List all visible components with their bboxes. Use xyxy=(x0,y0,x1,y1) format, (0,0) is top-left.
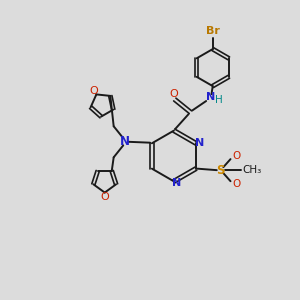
Text: Br: Br xyxy=(206,26,220,36)
Text: N: N xyxy=(195,138,204,148)
Text: N: N xyxy=(120,135,130,148)
Text: O: O xyxy=(232,151,241,161)
Text: O: O xyxy=(100,192,109,202)
Text: CH₃: CH₃ xyxy=(243,165,262,175)
Text: O: O xyxy=(90,86,98,96)
Text: S: S xyxy=(216,164,225,177)
Text: N: N xyxy=(172,178,182,188)
Text: O: O xyxy=(169,88,178,99)
Text: H: H xyxy=(215,95,223,105)
Text: O: O xyxy=(232,179,241,189)
Text: N: N xyxy=(206,92,215,102)
